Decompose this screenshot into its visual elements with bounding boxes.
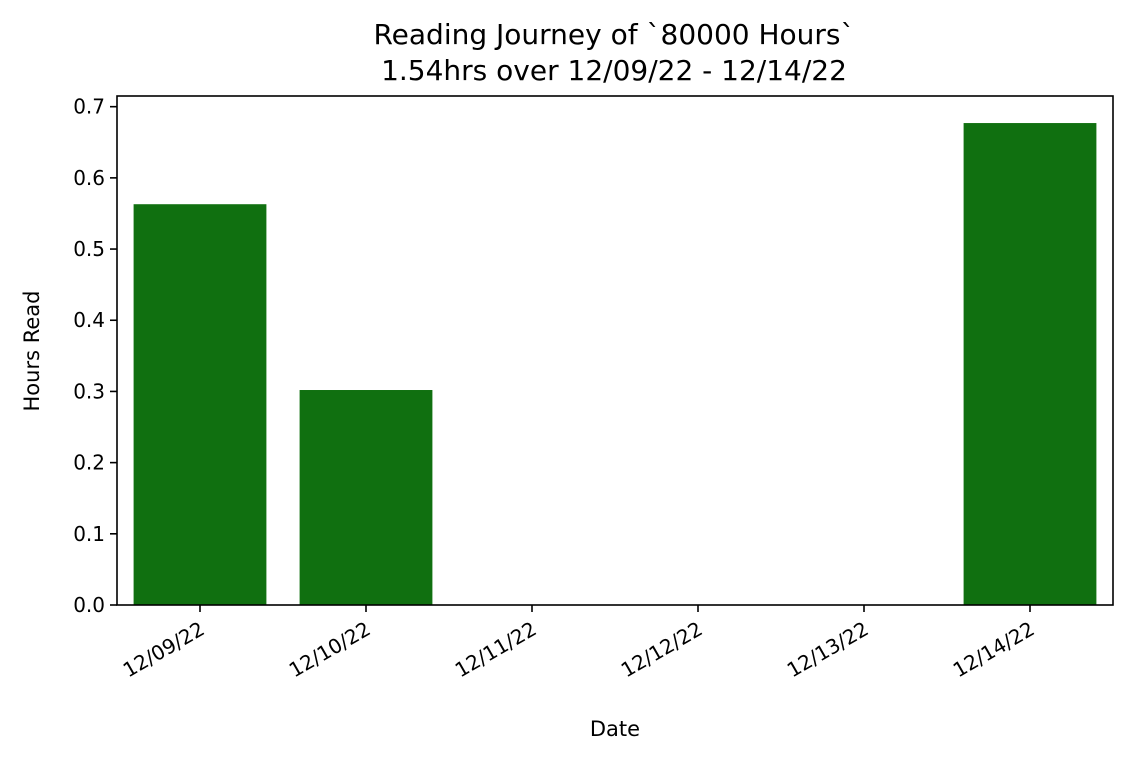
y-tick-label: 0.6 <box>73 166 105 190</box>
plot-frame <box>116 95 1114 606</box>
x-tick-label: 12/10/22 <box>285 617 375 683</box>
bar-12-10-22 <box>299 390 433 605</box>
y-tick-label: 0.2 <box>73 451 105 475</box>
bars-group <box>133 123 1097 606</box>
y-tick-label: 0.5 <box>73 237 105 261</box>
x-tick-label: 12/13/22 <box>783 617 873 683</box>
bar-12-09-22 <box>133 204 267 605</box>
chart-subtitle: 1.54hrs over 12/09/22 - 12/14/22 <box>381 54 847 87</box>
x-tick-label: 12/12/22 <box>617 617 707 683</box>
y-axis-label: Hours Read <box>20 291 44 412</box>
y-tick-label: 0.4 <box>73 308 105 332</box>
y-tick-label: 0.3 <box>73 379 105 403</box>
y-axis: 0.0 0.1 0.2 0.3 0.4 0.5 0.6 0.7 <box>73 95 117 617</box>
bar-12-14-22 <box>963 123 1097 606</box>
chart-title: Reading Journey of `80000 Hours` <box>373 18 854 51</box>
x-tick-label: 12/09/22 <box>119 617 209 683</box>
y-tick-label: 0.1 <box>73 522 105 546</box>
y-tick-label: 0.0 <box>73 593 105 617</box>
y-tick-label: 0.7 <box>73 95 105 119</box>
x-tick-label: 12/14/22 <box>949 617 1039 683</box>
x-axis-label: Date <box>590 717 640 741</box>
x-tick-label: 12/11/22 <box>451 617 541 683</box>
x-axis: 12/09/22 12/10/22 12/11/22 12/12/22 12/13/22… <box>119 605 1039 682</box>
